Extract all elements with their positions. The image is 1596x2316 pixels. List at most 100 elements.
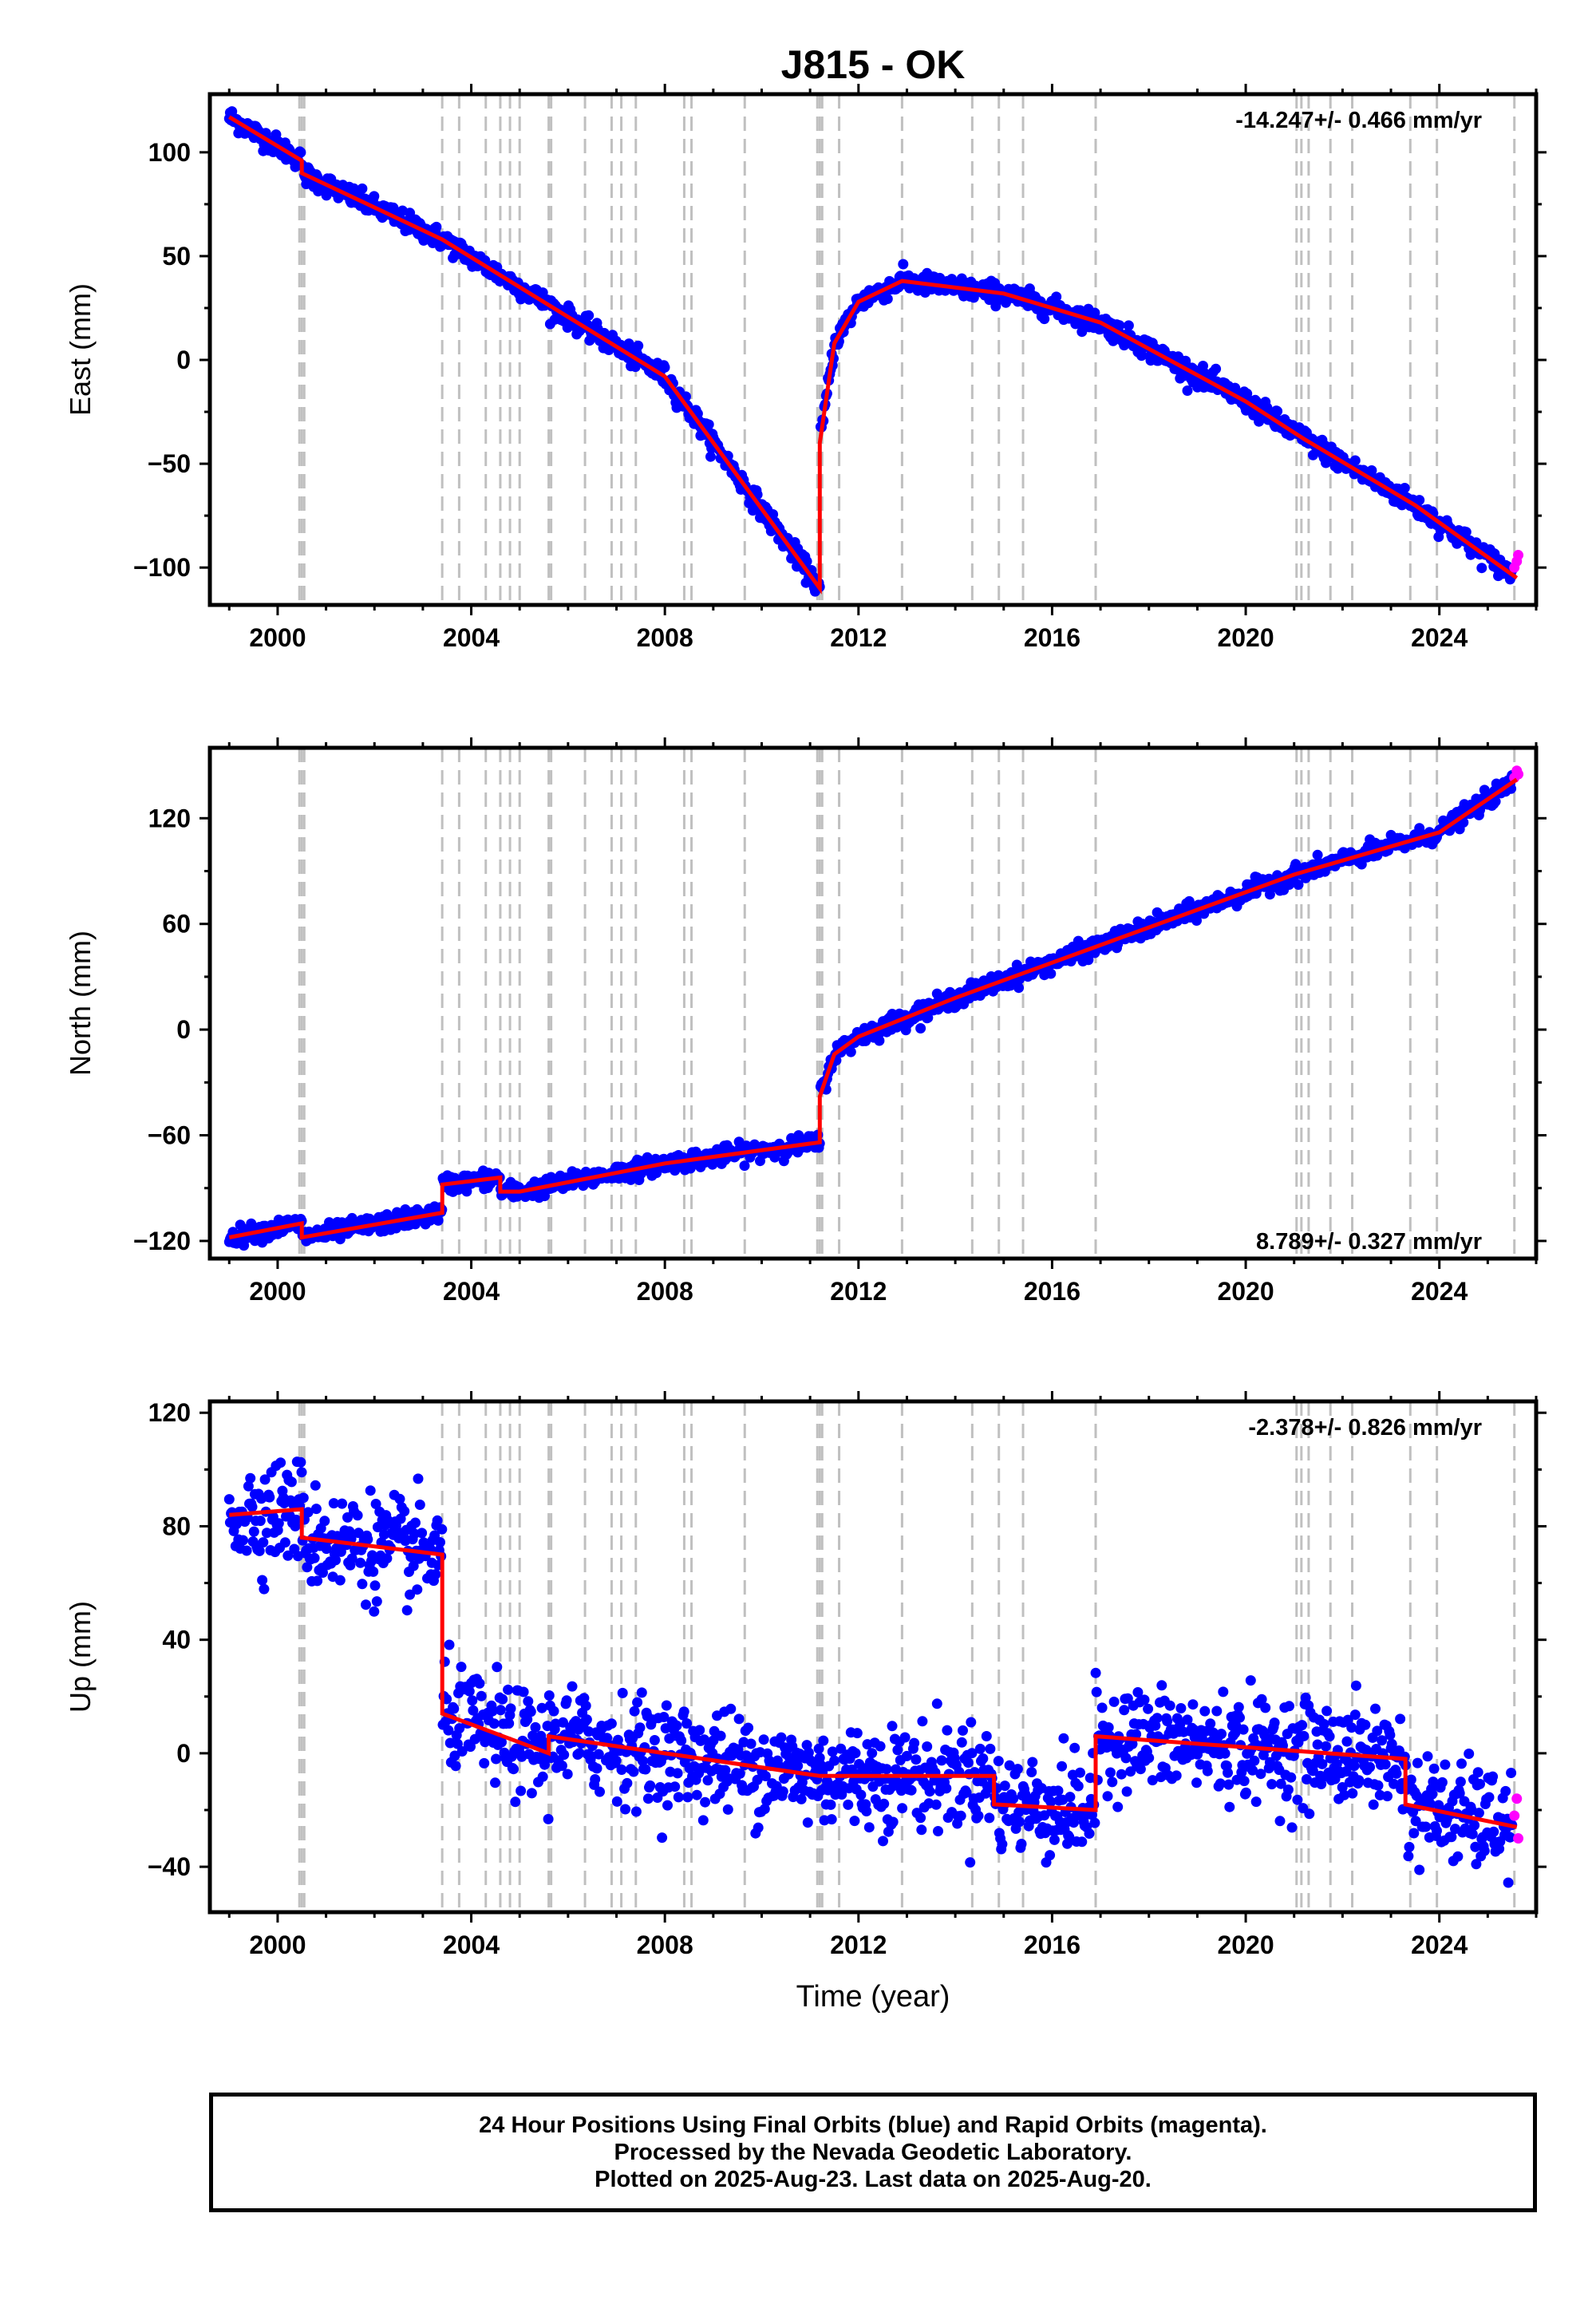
final-orbit-point xyxy=(1368,1799,1379,1810)
final-orbit-point xyxy=(1337,1782,1348,1792)
plot-frame xyxy=(207,92,1539,607)
final-orbit-point xyxy=(526,1788,537,1799)
final-orbit-point xyxy=(319,1516,330,1527)
final-orbit-point xyxy=(916,1824,927,1836)
final-orbit-point xyxy=(290,1514,302,1525)
x-tick-label: 2004 xyxy=(443,623,500,652)
final-orbit-point xyxy=(496,1737,507,1748)
final-orbit-point xyxy=(867,1748,878,1759)
final-orbit-point xyxy=(899,1732,911,1743)
final-orbit-point xyxy=(448,1703,460,1714)
final-orbit-point xyxy=(369,1606,380,1617)
final-orbit-point xyxy=(1304,1808,1315,1820)
final-orbit-point xyxy=(1013,982,1025,994)
final-orbit-point xyxy=(437,1524,448,1535)
final-orbit-point xyxy=(670,1781,681,1792)
final-orbit-point xyxy=(410,1517,421,1528)
final-orbit-point xyxy=(1045,968,1057,979)
final-orbit-point xyxy=(898,259,909,270)
y-tick-label: 60 xyxy=(162,910,191,939)
final-orbit-point xyxy=(1346,1722,1357,1733)
final-orbit-point xyxy=(1292,1794,1303,1805)
final-orbit-point xyxy=(1372,1725,1383,1737)
final-orbit-point xyxy=(1391,1768,1402,1779)
final-orbit-point xyxy=(255,1516,266,1527)
final-orbit-point xyxy=(302,1562,313,1573)
rate-label: -14.247+/- 0.466 mm/yr xyxy=(1235,108,1482,133)
final-orbit-point xyxy=(931,1698,942,1709)
y-tick-label: −120 xyxy=(133,1227,191,1255)
final-orbit-point xyxy=(465,1741,476,1753)
y-axis-label: Up (mm) xyxy=(64,1601,97,1713)
final-orbit-point xyxy=(1102,1791,1113,1802)
final-orbit-point xyxy=(1049,1834,1060,1845)
final-orbit-point xyxy=(1347,1788,1358,1799)
final-orbit-point xyxy=(369,1580,381,1591)
final-orbit-point xyxy=(369,191,380,202)
final-orbit-point xyxy=(851,1728,863,1739)
final-orbit-point xyxy=(739,1160,750,1172)
final-orbit-point xyxy=(1123,320,1134,331)
final-orbit-point xyxy=(1349,1761,1360,1772)
final-orbit-point xyxy=(1349,1709,1361,1721)
final-orbit-point xyxy=(468,1705,479,1716)
caption-line-3: Plotted on 2025-Aug-23. Last data on 202… xyxy=(595,2167,1152,2192)
final-orbit-point xyxy=(836,1789,847,1800)
final-orbit-point xyxy=(579,1693,590,1704)
final-orbit-point xyxy=(1164,1700,1175,1711)
final-orbit-point xyxy=(357,183,368,194)
final-orbit-point xyxy=(431,221,442,232)
model-fit-line xyxy=(228,115,1519,595)
final-orbit-point xyxy=(352,1510,363,1521)
final-orbit-point xyxy=(1235,1712,1245,1723)
final-orbit-point xyxy=(845,1046,856,1057)
y-axis-label: North (mm) xyxy=(64,931,97,1076)
plot-frame xyxy=(207,1399,1539,1915)
final-orbit-point xyxy=(1464,1749,1475,1759)
final-orbit-point xyxy=(879,1798,890,1809)
final-orbit-point xyxy=(660,1723,671,1734)
final-orbit-point xyxy=(1452,1851,1464,1862)
final-orbit-point xyxy=(1112,1801,1124,1812)
final-orbit-point xyxy=(882,294,893,304)
final-orbit-point xyxy=(802,1817,813,1828)
final-orbit-point xyxy=(474,1678,485,1689)
final-orbit-point xyxy=(1238,1776,1250,1787)
final-orbit-point xyxy=(1284,1701,1294,1712)
final-orbit-point xyxy=(525,1706,536,1717)
final-orbit-point xyxy=(1433,1800,1444,1811)
final-orbit-point xyxy=(452,1738,463,1749)
final-orbit-point xyxy=(1432,1825,1442,1836)
final-orbit-point xyxy=(1399,483,1410,493)
final-orbit-point xyxy=(1089,1817,1100,1828)
final-orbit-point xyxy=(1404,1841,1415,1852)
final-orbit-point xyxy=(610,1755,622,1766)
final-orbit-point xyxy=(1090,1667,1101,1678)
final-orbit-point xyxy=(259,1474,271,1485)
final-orbit-point xyxy=(1455,1777,1466,1788)
final-orbit-point xyxy=(1471,1859,1482,1870)
final-orbit-point xyxy=(961,1787,972,1798)
final-orbit-point xyxy=(958,1725,968,1736)
final-orbit-point xyxy=(1223,1779,1235,1790)
final-orbit-point xyxy=(697,1815,709,1826)
final-orbit-point xyxy=(238,1535,248,1546)
final-orbit-point xyxy=(1385,1729,1396,1741)
final-orbit-point xyxy=(1223,1767,1233,1778)
final-orbit-point xyxy=(1182,1714,1193,1725)
final-orbit-point xyxy=(1143,1703,1154,1714)
final-orbit-point xyxy=(1341,1736,1353,1747)
final-orbit-point xyxy=(1293,879,1304,890)
panel-1: 2000 2004 2008 2012 2016 2020 2024 −100 −50 0 50 10… xyxy=(64,84,1547,652)
final-orbit-point xyxy=(930,1799,942,1810)
final-orbit-point xyxy=(1488,1826,1499,1837)
panel-2: 2000 2004 2008 2012 2016 2020 2024 −120 −60 0 60 12… xyxy=(64,737,1547,1306)
final-orbit-point xyxy=(743,1722,754,1733)
final-orbit-point xyxy=(924,1786,935,1797)
final-orbit-point xyxy=(1408,1828,1420,1839)
final-orbit-point xyxy=(591,1763,602,1774)
final-orbit-point xyxy=(1427,1788,1438,1800)
final-orbit-point xyxy=(491,1753,502,1765)
final-orbit-point xyxy=(1405,1774,1416,1785)
final-orbit-point xyxy=(659,362,670,373)
